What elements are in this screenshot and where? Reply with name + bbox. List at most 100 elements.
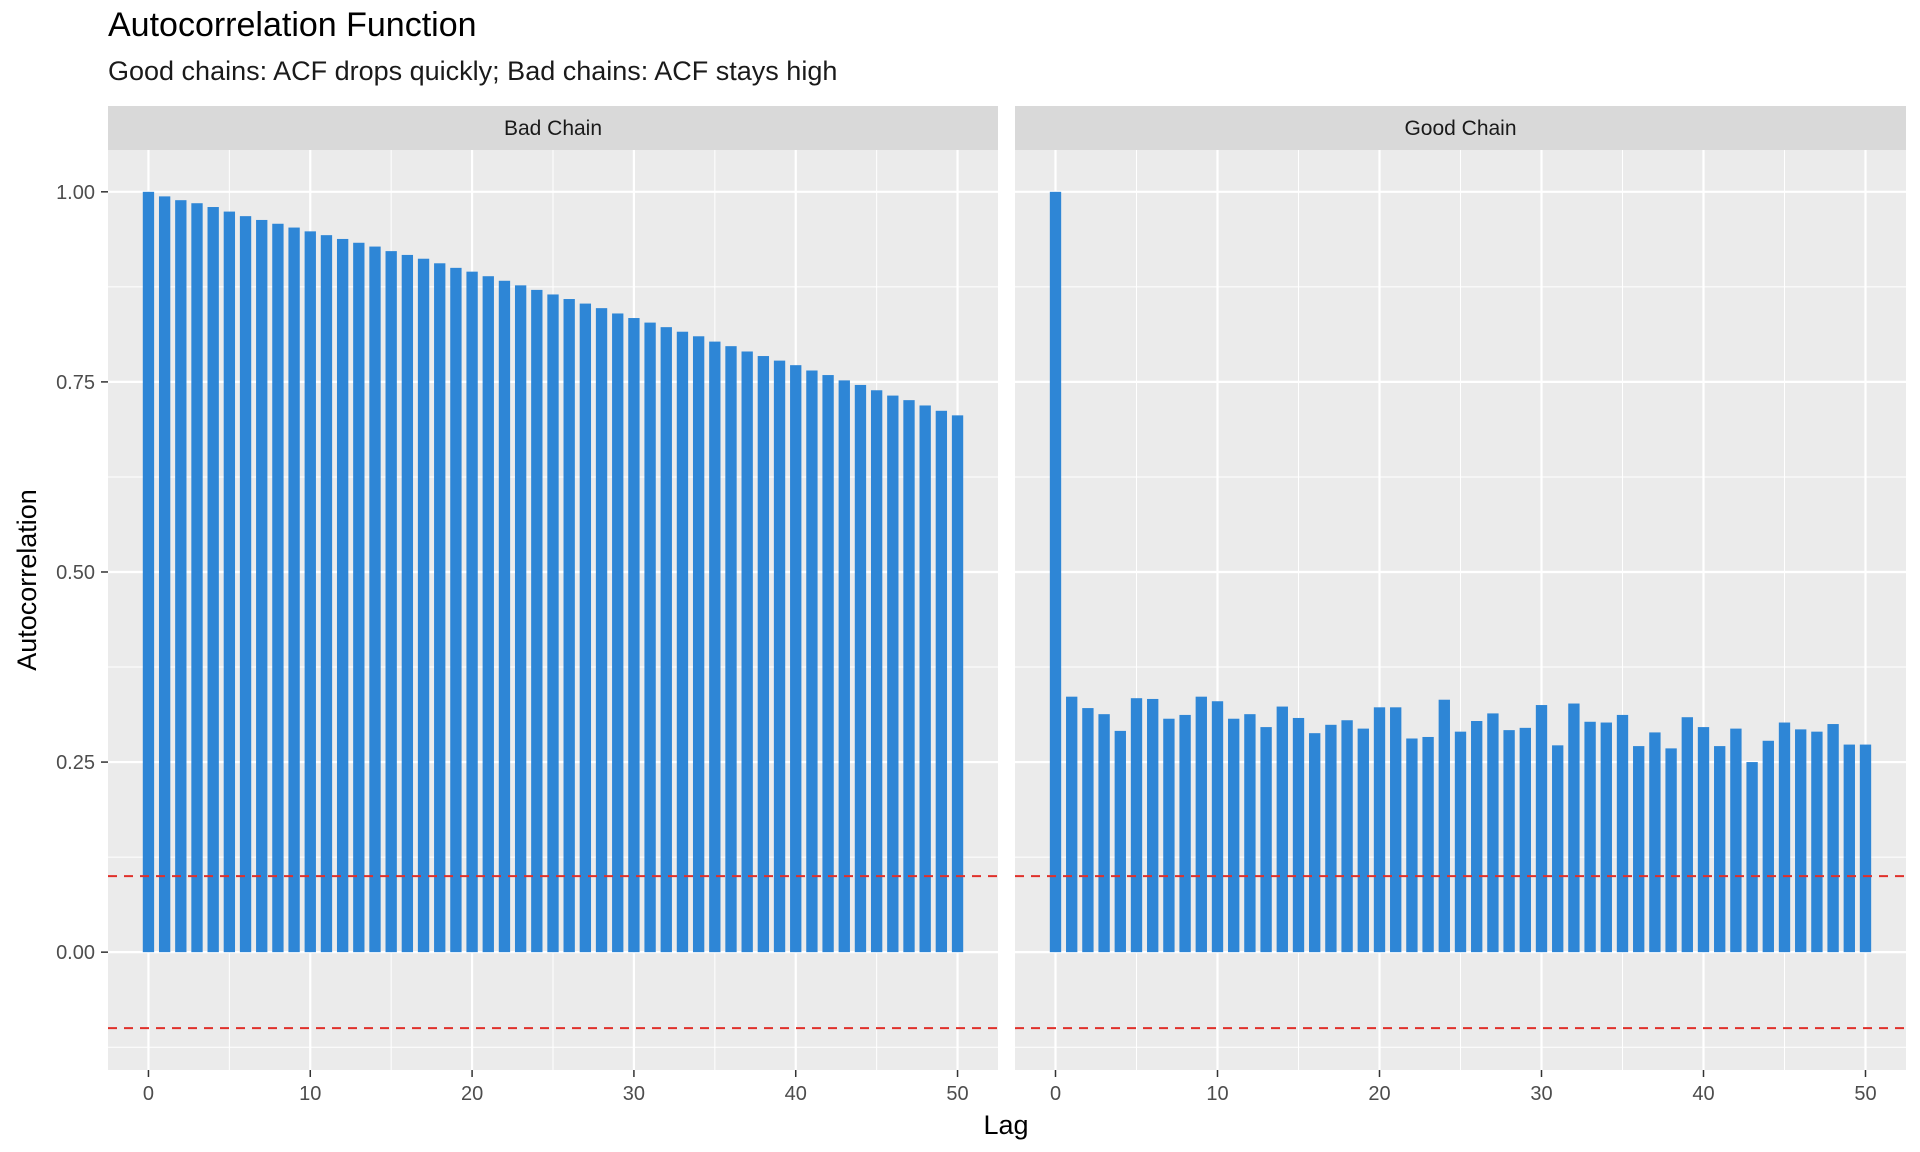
acf-bar <box>142 191 155 953</box>
acf-bar <box>531 289 543 953</box>
acf-bar <box>1568 703 1580 953</box>
acf-bar <box>1422 736 1434 953</box>
x-axis-title: Lag <box>983 1110 1028 1140</box>
facet-strip <box>1015 106 1906 150</box>
acf-bar <box>1827 724 1839 953</box>
acf-bar <box>1130 698 1143 953</box>
acf-bar <box>1147 698 1159 953</box>
acf-bar <box>1519 727 1531 953</box>
acf-bar <box>1697 727 1710 953</box>
y-axis-title: Autocorrelation <box>12 489 42 671</box>
acf-bar <box>790 365 802 953</box>
acf-bar <box>1714 746 1726 953</box>
acf-bar <box>1633 746 1645 953</box>
acf-bar <box>1082 708 1094 953</box>
acf-bar <box>887 395 899 953</box>
acf-bar <box>369 246 381 953</box>
acf-bar <box>1471 721 1483 953</box>
acf-bar <box>1325 724 1337 953</box>
acf-bar <box>822 375 834 953</box>
acf-bar <box>1292 717 1305 953</box>
acf-bar <box>498 280 511 953</box>
facet-strip-label: Good Chain <box>1404 117 1516 140</box>
y-tick-label: 1.00 <box>56 182 95 204</box>
acf-bar <box>725 346 737 953</box>
acf-bar <box>1454 731 1467 953</box>
acf-bar <box>935 410 948 953</box>
y-tick-label: 0.50 <box>56 562 95 584</box>
acf-bar <box>579 303 592 953</box>
acf-bar <box>1114 730 1126 953</box>
acf-bar <box>1341 720 1353 953</box>
acf-bar <box>1260 727 1272 953</box>
acf-bar <box>466 271 478 953</box>
y-tick-label: 0.00 <box>56 942 95 964</box>
facet-strip <box>108 106 998 150</box>
acf-bar <box>773 360 786 953</box>
acf-bar <box>1811 731 1823 953</box>
acf-bar <box>385 251 397 953</box>
acf-bar <box>1503 730 1515 953</box>
acf-bar <box>660 327 672 953</box>
acf-bar <box>741 351 753 953</box>
chart-subtitle: Good chains: ACF drops quickly; Bad chai… <box>108 56 838 86</box>
acf-bar <box>223 211 236 953</box>
acf-bar <box>1066 696 1078 953</box>
acf-bar <box>417 258 430 953</box>
x-tick-label: 40 <box>785 1083 807 1105</box>
acf-bar <box>336 238 349 953</box>
acf-bar <box>1049 191 1062 953</box>
acf-bar <box>1681 717 1693 953</box>
chart-title: Autocorrelation Function <box>108 6 477 44</box>
acf-bar <box>692 336 705 953</box>
acf-bar <box>1438 699 1450 953</box>
acf-bar <box>644 322 656 953</box>
acf-bar <box>434 263 446 953</box>
acf-bar <box>272 223 284 953</box>
acf-bar <box>676 331 689 953</box>
acf-bar <box>158 196 171 953</box>
panels-layer: Bad Chain 0 10 20 30 40 50 Good Chain 0 10 20 30 40 5… <box>108 106 1906 1105</box>
acf-bar <box>304 231 316 953</box>
acf-bar <box>1552 745 1564 953</box>
acf-bar <box>951 415 964 953</box>
acf-bar <box>1244 714 1256 953</box>
acf-bar <box>1373 707 1386 953</box>
x-tick-label: 50 <box>946 1083 968 1105</box>
x-tick-label: 30 <box>1530 1083 1552 1105</box>
acf-bar <box>1098 714 1110 953</box>
acf-bar <box>207 207 219 953</box>
acf-bar <box>288 227 300 953</box>
acf-bar <box>1843 744 1855 953</box>
acf-bar <box>854 384 867 953</box>
acf-bar <box>1211 701 1224 953</box>
acf-bar <box>191 203 203 953</box>
acf-bar <box>1616 714 1629 953</box>
acf-bar <box>612 313 624 953</box>
acf-bar <box>1487 713 1499 953</box>
acf-bar <box>870 390 883 953</box>
acf-bar <box>1535 705 1548 953</box>
acf-bar <box>1228 718 1240 953</box>
acf-bar <box>1163 718 1175 953</box>
acf-bar <box>757 356 770 953</box>
acf-bar <box>1859 744 1872 953</box>
x-tick-label: 40 <box>1692 1083 1714 1105</box>
acf-bar <box>401 254 414 953</box>
acf-bar <box>838 380 850 953</box>
acf-bar <box>547 294 559 953</box>
x-tick-label: 50 <box>1854 1083 1876 1105</box>
acf-bar <box>320 235 333 953</box>
acf-bar <box>175 200 187 953</box>
acf-bar <box>806 370 818 953</box>
acf-bar <box>353 242 365 953</box>
acf-bar <box>482 276 494 953</box>
acf-bar <box>903 400 915 953</box>
acf-bar <box>1390 707 1402 953</box>
acf-bar <box>628 318 640 953</box>
acf-bar <box>919 405 931 953</box>
acf-bar <box>239 216 252 953</box>
x-tick-label: 20 <box>1368 1083 1390 1105</box>
acf-bar <box>1795 729 1807 953</box>
